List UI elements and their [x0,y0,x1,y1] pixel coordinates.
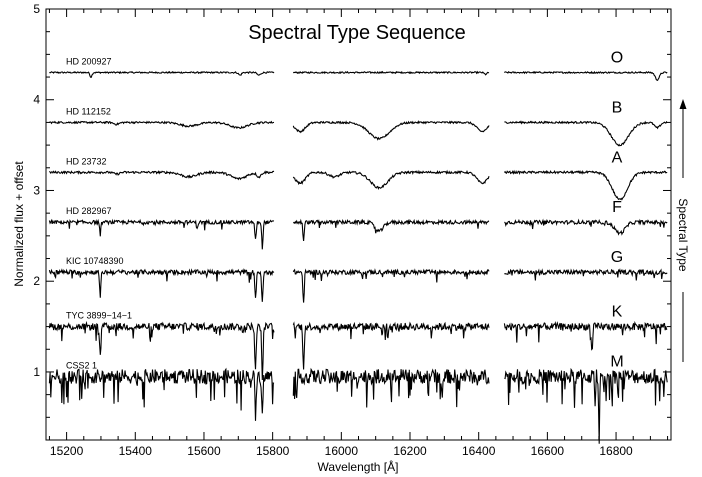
spectra-layer [48,70,668,444]
spectrum-5 [48,268,668,303]
star-name-label: KIC 10748390 [66,256,124,266]
spectrum-segment [504,70,668,81]
x-tick-label: 15400 [119,444,153,458]
spectral-type-label: A [612,149,623,166]
star-name-label: HD 23732 [66,156,107,166]
arrow-head [679,99,687,109]
spectrum-2 [49,120,668,147]
arrow-label: Spectral Type [676,198,690,271]
star-name-label: HD 200927 [66,57,112,67]
axes-layer: 15200 15400 15600 15800 16000 16200 16400 16600… [33,2,671,458]
x-tick-label: 16600 [531,444,565,458]
spectral-type-label: M [610,353,623,370]
spectrum-7 [48,367,668,444]
x-tick-label: 16000 [325,444,359,458]
y-tick-label: 1 [33,365,40,379]
spectrum-segment [503,320,668,351]
spectrum-segment [48,367,275,421]
spectrum-3 [48,169,668,201]
spectrum-segment [292,268,490,303]
x-tick-label: 15200 [50,444,84,458]
spectrum-segment [49,120,275,130]
spectral-type-arrow: Spectral Type [676,99,690,362]
spectrum-6 [48,320,668,381]
star-name-label: HD 282967 [66,206,112,216]
x-tick-label: 15800 [256,444,290,458]
spectrum-segment [504,120,668,147]
spectrum-segment [504,218,668,236]
spectral-type-label: G [611,249,623,266]
spectral-type-label: B [612,99,623,116]
spectrum-segment [292,70,490,76]
spectrum-segment [292,218,490,241]
spectrum-segment [504,367,668,444]
spectrum-segment [292,120,490,141]
chart-title: Spectral Type Sequence [248,22,466,44]
x-tick-label: 16400 [462,444,496,458]
star-name-label: HD 112152 [66,106,111,116]
spectrum-segment [292,367,490,408]
spectrum-segment [292,169,490,190]
spectral-type-label: K [612,304,623,321]
x-tick-label: 16200 [393,444,427,458]
x-axis-label: Wavelength [Å] [318,459,399,474]
spectrum-segment [503,169,668,201]
y-tick-label: 3 [33,183,40,197]
spectral-type-label: O [611,50,623,67]
spectrum-segment [49,70,275,78]
spectrum-1 [49,70,668,81]
labels-layer: HD 200927 O HD 112152 B HD 23732 A HD 282967 F K… [66,50,624,371]
spectrum-segment [48,268,275,302]
spectrum-segment [48,320,275,381]
spectrum-segment [504,268,668,281]
spectrum-4 [48,218,668,250]
x-tick-label: 15600 [187,444,221,458]
spectral-type-label: F [612,199,622,216]
spectrum-segment [48,218,275,250]
spectrum-segment [292,321,490,370]
y-tick-label: 4 [33,93,40,107]
spectrum-segment [48,170,275,181]
y-tick-label: 2 [33,274,40,288]
y-axis-label: Normalized flux + offset [12,161,26,287]
plot-frame [45,8,672,441]
star-name-label: TYC 3899−14−1 [66,311,132,321]
star-name-label: CSS2 1 [66,360,97,370]
x-tick-label: 16800 [599,444,633,458]
y-tick-label: 5 [33,2,40,16]
